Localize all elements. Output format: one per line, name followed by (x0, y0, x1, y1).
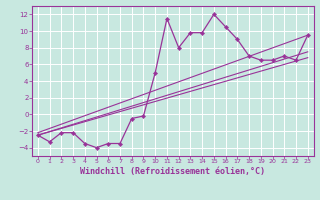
X-axis label: Windchill (Refroidissement éolien,°C): Windchill (Refroidissement éolien,°C) (80, 167, 265, 176)
